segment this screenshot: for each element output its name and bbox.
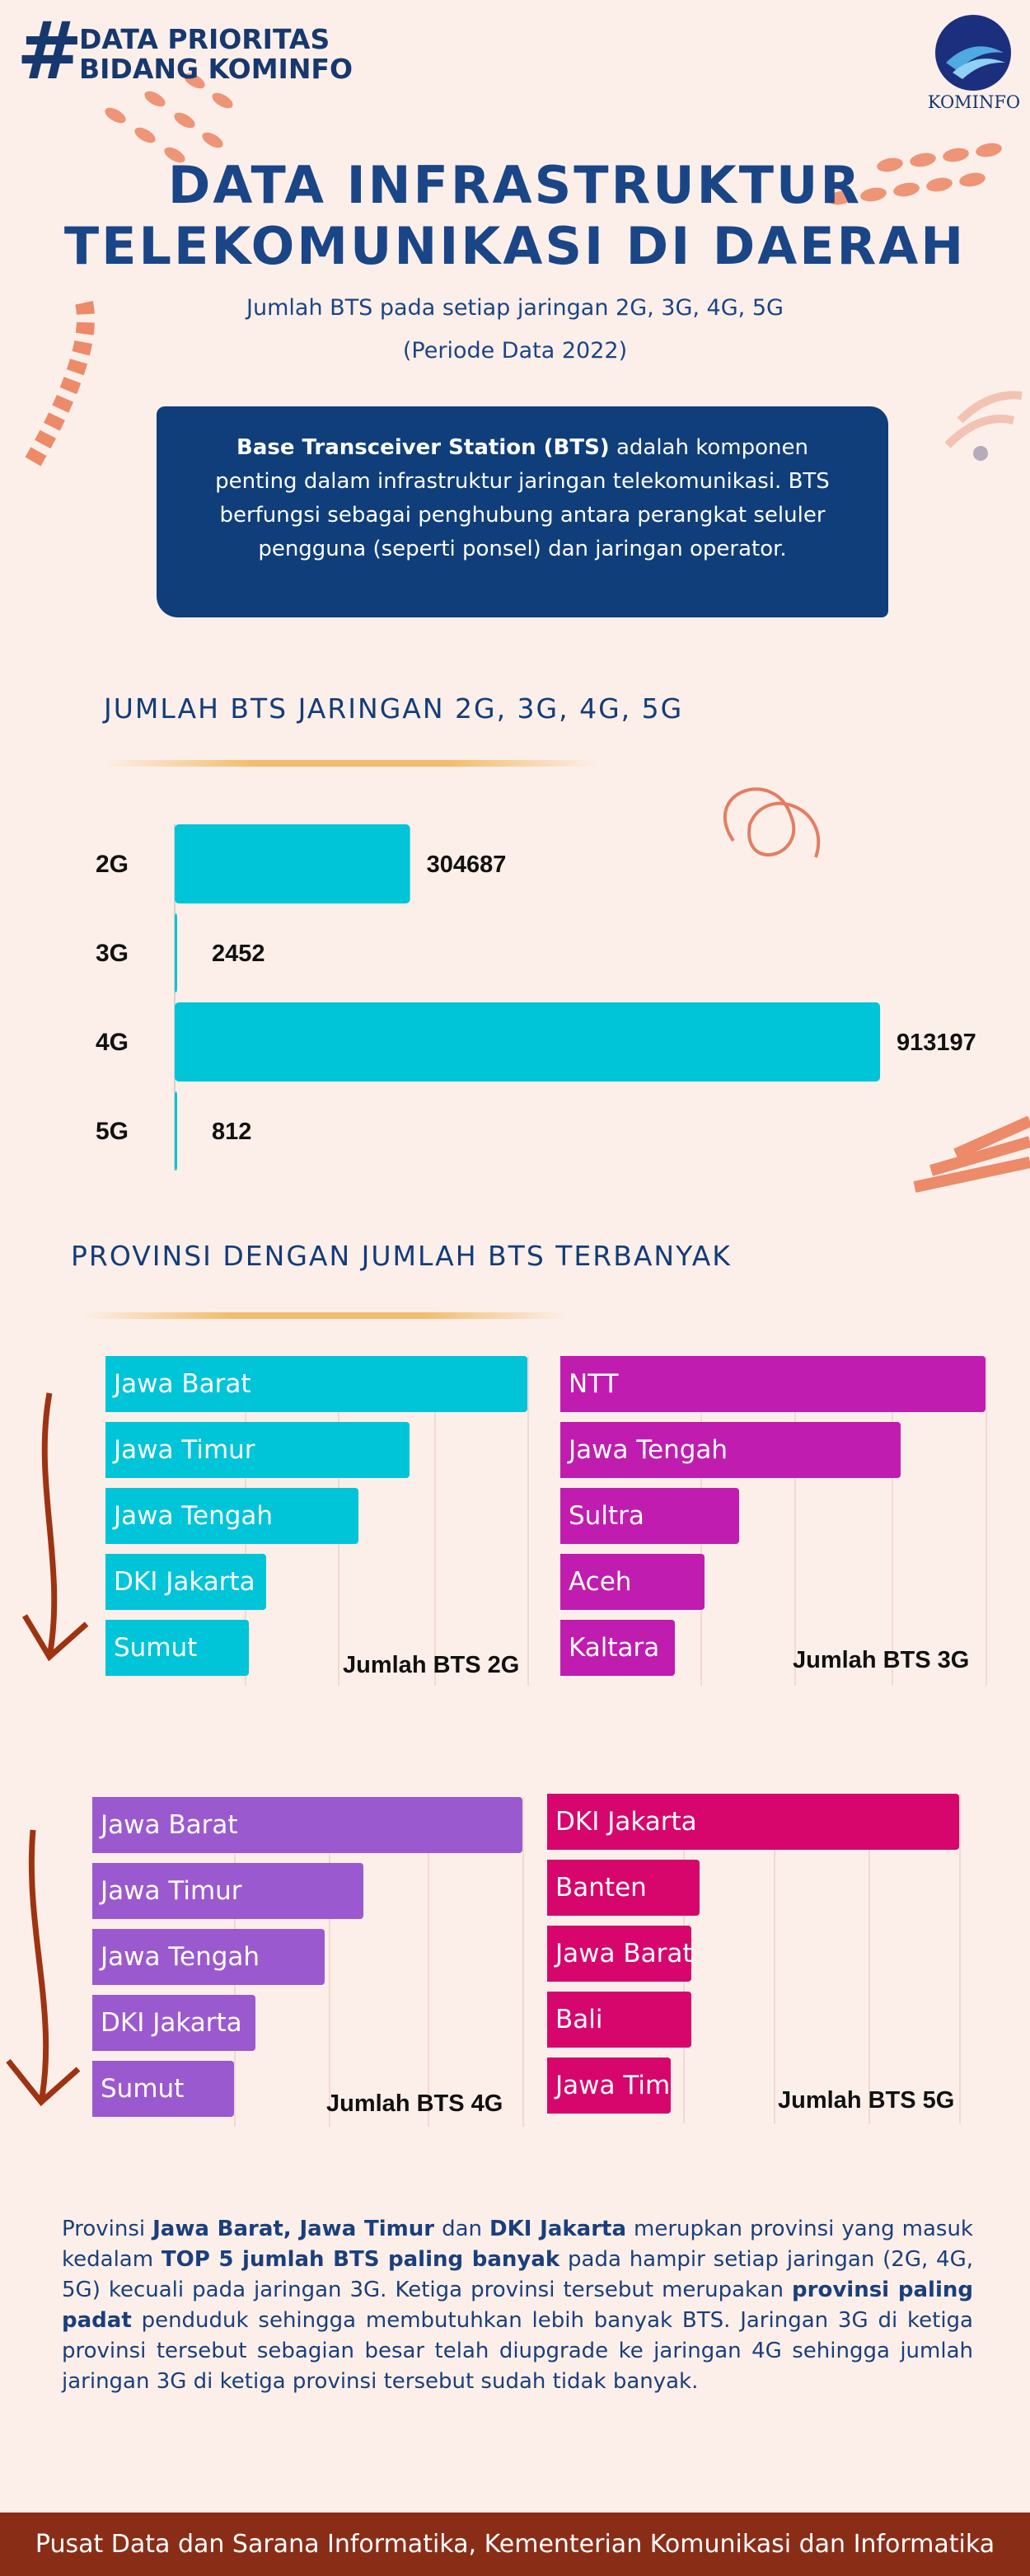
category-label: 3G <box>96 940 129 967</box>
value-label: 913197 <box>897 1030 976 1056</box>
province-bar: Jawa Barat <box>105 1356 527 1412</box>
province-bar: Jawa Tengah <box>560 1422 901 1478</box>
value-label: 2452 <box>212 941 265 967</box>
section-title-bts-count: JUMLAH BTS JARINGAN 2G, 3G, 4G, 5G <box>104 692 684 725</box>
summary-text: merupkan provinsi yang masuk kedalam <box>62 2217 973 2272</box>
province-bar: DKI Jakarta <box>92 1995 255 2051</box>
province-chart-1: Jawa Barat Jawa Timur Jawa Tengah DKI Jakar… <box>105 1356 529 1686</box>
summary-text: dan <box>434 2217 489 2241</box>
hashtag-icon: # <box>16 5 83 97</box>
province-bar: DKI Jakarta <box>547 1794 959 1850</box>
grid-line <box>428 1797 429 2127</box>
section-underline-2 <box>82 1312 569 1319</box>
province-bar: Jawa Barat <box>92 1797 522 1853</box>
grid-line <box>892 1356 893 1686</box>
province-chart-title: Jumlah BTS 5G <box>778 2087 955 2114</box>
bts-network-chart: 2G 304687 3G 2452 4G 913197 5G 812 <box>96 824 976 1171</box>
tag-line-1: DATA PRIORITAS <box>79 23 330 55</box>
bar-3G <box>175 913 177 992</box>
value-label: 812 <box>212 1119 251 1145</box>
bts-definition-box: Base Transceiver Station (BTS) adalah ko… <box>157 406 888 617</box>
province-bar: Bali <box>547 1992 691 2048</box>
province-chart-title: Jumlah BTS 3G <box>793 1647 970 1673</box>
province-bar: DKI Jakarta <box>105 1554 266 1610</box>
bar-4G <box>175 1002 880 1082</box>
summary-bold: Jawa Barat, Jawa Timur <box>152 2217 435 2241</box>
grid-line <box>986 1356 987 1686</box>
logo-text: KOMINFO <box>927 92 1021 112</box>
grid-line <box>868 1794 870 2123</box>
kominfo-logo <box>935 15 1011 91</box>
province-chart-4: DKI Jakarta Banten Jawa Barat Bali Jawa Tim <box>547 1794 961 2123</box>
province-bar: Sultra <box>560 1488 739 1544</box>
province-bar: Jawa Timur <box>105 1422 410 1478</box>
category-label: 5G <box>96 1118 129 1145</box>
summary-bold: provinsi paling padat <box>62 2278 973 2333</box>
grid-line <box>522 1797 524 2127</box>
bts-term: Base Transceiver Station (BTS) <box>236 435 610 460</box>
province-bar: Jawa Tim <box>547 2058 671 2114</box>
province-chart-title: Jumlah BTS 2G <box>343 1652 520 1678</box>
province-bar: Kaltara <box>560 1620 675 1676</box>
province-bar: Banten <box>547 1860 700 1916</box>
province-chart-3: Jawa Barat Jawa Timur Jawa Tengah DKI Jakar… <box>92 1797 524 2127</box>
province-chart-2: NTT Jawa Tengah Sultra Aceh Kaltara <box>560 1356 987 1686</box>
category-label: 4G <box>96 1029 129 1056</box>
value-label: 304687 <box>427 852 507 878</box>
category-label: 2G <box>96 851 129 878</box>
province-bar: NTT <box>560 1356 986 1412</box>
summary-bold: DKI Jakarta <box>489 2217 627 2241</box>
grid-line <box>434 1356 436 1686</box>
page-title-line-1: DATA INFRASTRUKTUR <box>167 155 863 215</box>
province-bar: Jawa Tengah <box>105 1488 358 1544</box>
province-bar: Jawa Barat <box>547 1926 691 1982</box>
province-chart-title: Jumlah BTS 4G <box>326 2090 503 2117</box>
summary-text: pada hampir setiap jaringan (2G, 4G, 5G)… <box>62 2247 974 2302</box>
province-bar: Sumut <box>92 2061 234 2117</box>
summary-text: Provinsi <box>62 2217 153 2241</box>
page-title-line-2: TELEKOMUNIKASI DI DAERAH <box>63 216 967 276</box>
grid-line <box>774 1794 775 2123</box>
section-title-top-provinces: PROVINSI DENGAN JUMLAH BTS TERBANYAK <box>71 1240 732 1272</box>
summary-bold: TOP 5 jumlah BTS paling banyak <box>161 2247 560 2272</box>
grid-line <box>527 1356 529 1686</box>
bts-description: adalah komponen penting dalam infrastruk… <box>215 435 830 561</box>
tag-line-2: BIDANG KOMINFO <box>79 53 353 85</box>
grid-line <box>329 1797 330 2127</box>
section-underline <box>104 760 598 767</box>
province-bar: Aceh <box>560 1554 705 1610</box>
grid-line <box>959 1794 961 2123</box>
province-bar: Jawa Tengah <box>92 1929 325 1985</box>
province-bar: Sumut <box>105 1620 249 1676</box>
bar-5G <box>175 1091 177 1171</box>
grid-line <box>794 1356 796 1686</box>
province-bar: Jawa Timur <box>92 1863 363 1919</box>
subtitle-line-2: (Periode Data 2022) <box>402 338 628 364</box>
summary-text: penduduk sehingga membutuhkan lebih bany… <box>62 2308 973 2394</box>
bar-2G <box>175 824 410 903</box>
subtitle-line-1: Jumlah BTS pada setiap jaringan 2G, 3G, … <box>246 295 784 321</box>
summary-paragraph: Provinsi Jawa Barat, Jawa Timur dan DKI … <box>62 2214 973 2397</box>
footer: Pusat Data dan Sarana Informatika, Kemen… <box>0 2513 1030 2576</box>
